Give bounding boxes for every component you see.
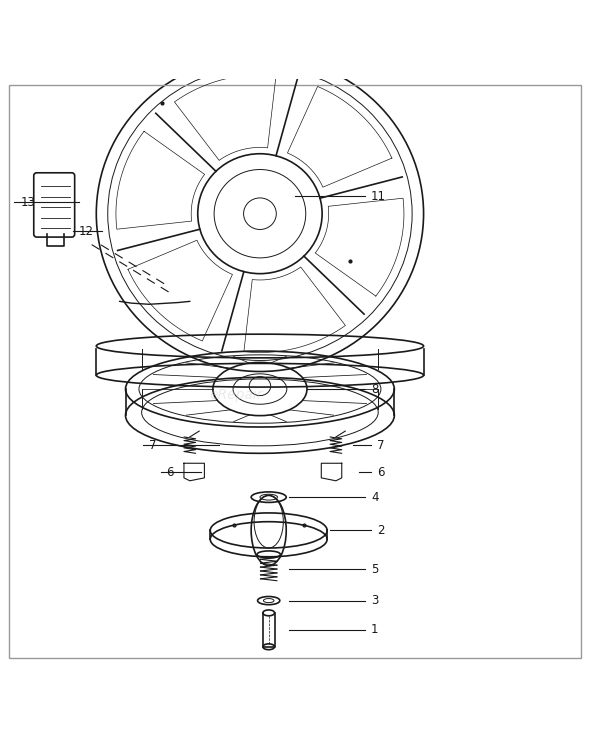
- Text: 1: 1: [371, 623, 378, 636]
- Text: 13: 13: [20, 195, 35, 209]
- Text: 11: 11: [371, 189, 386, 203]
- Text: 4: 4: [371, 490, 378, 504]
- Text: 6: 6: [377, 466, 384, 478]
- Text: 6: 6: [166, 466, 174, 478]
- Text: eRepair: eRepair: [210, 388, 263, 402]
- Text: 3: 3: [371, 594, 378, 607]
- Text: 5: 5: [371, 562, 378, 576]
- Text: 7: 7: [149, 438, 156, 452]
- Text: 2: 2: [377, 524, 384, 537]
- Text: 7: 7: [377, 438, 384, 452]
- Text: 8: 8: [371, 383, 378, 395]
- Text: 12: 12: [78, 224, 94, 238]
